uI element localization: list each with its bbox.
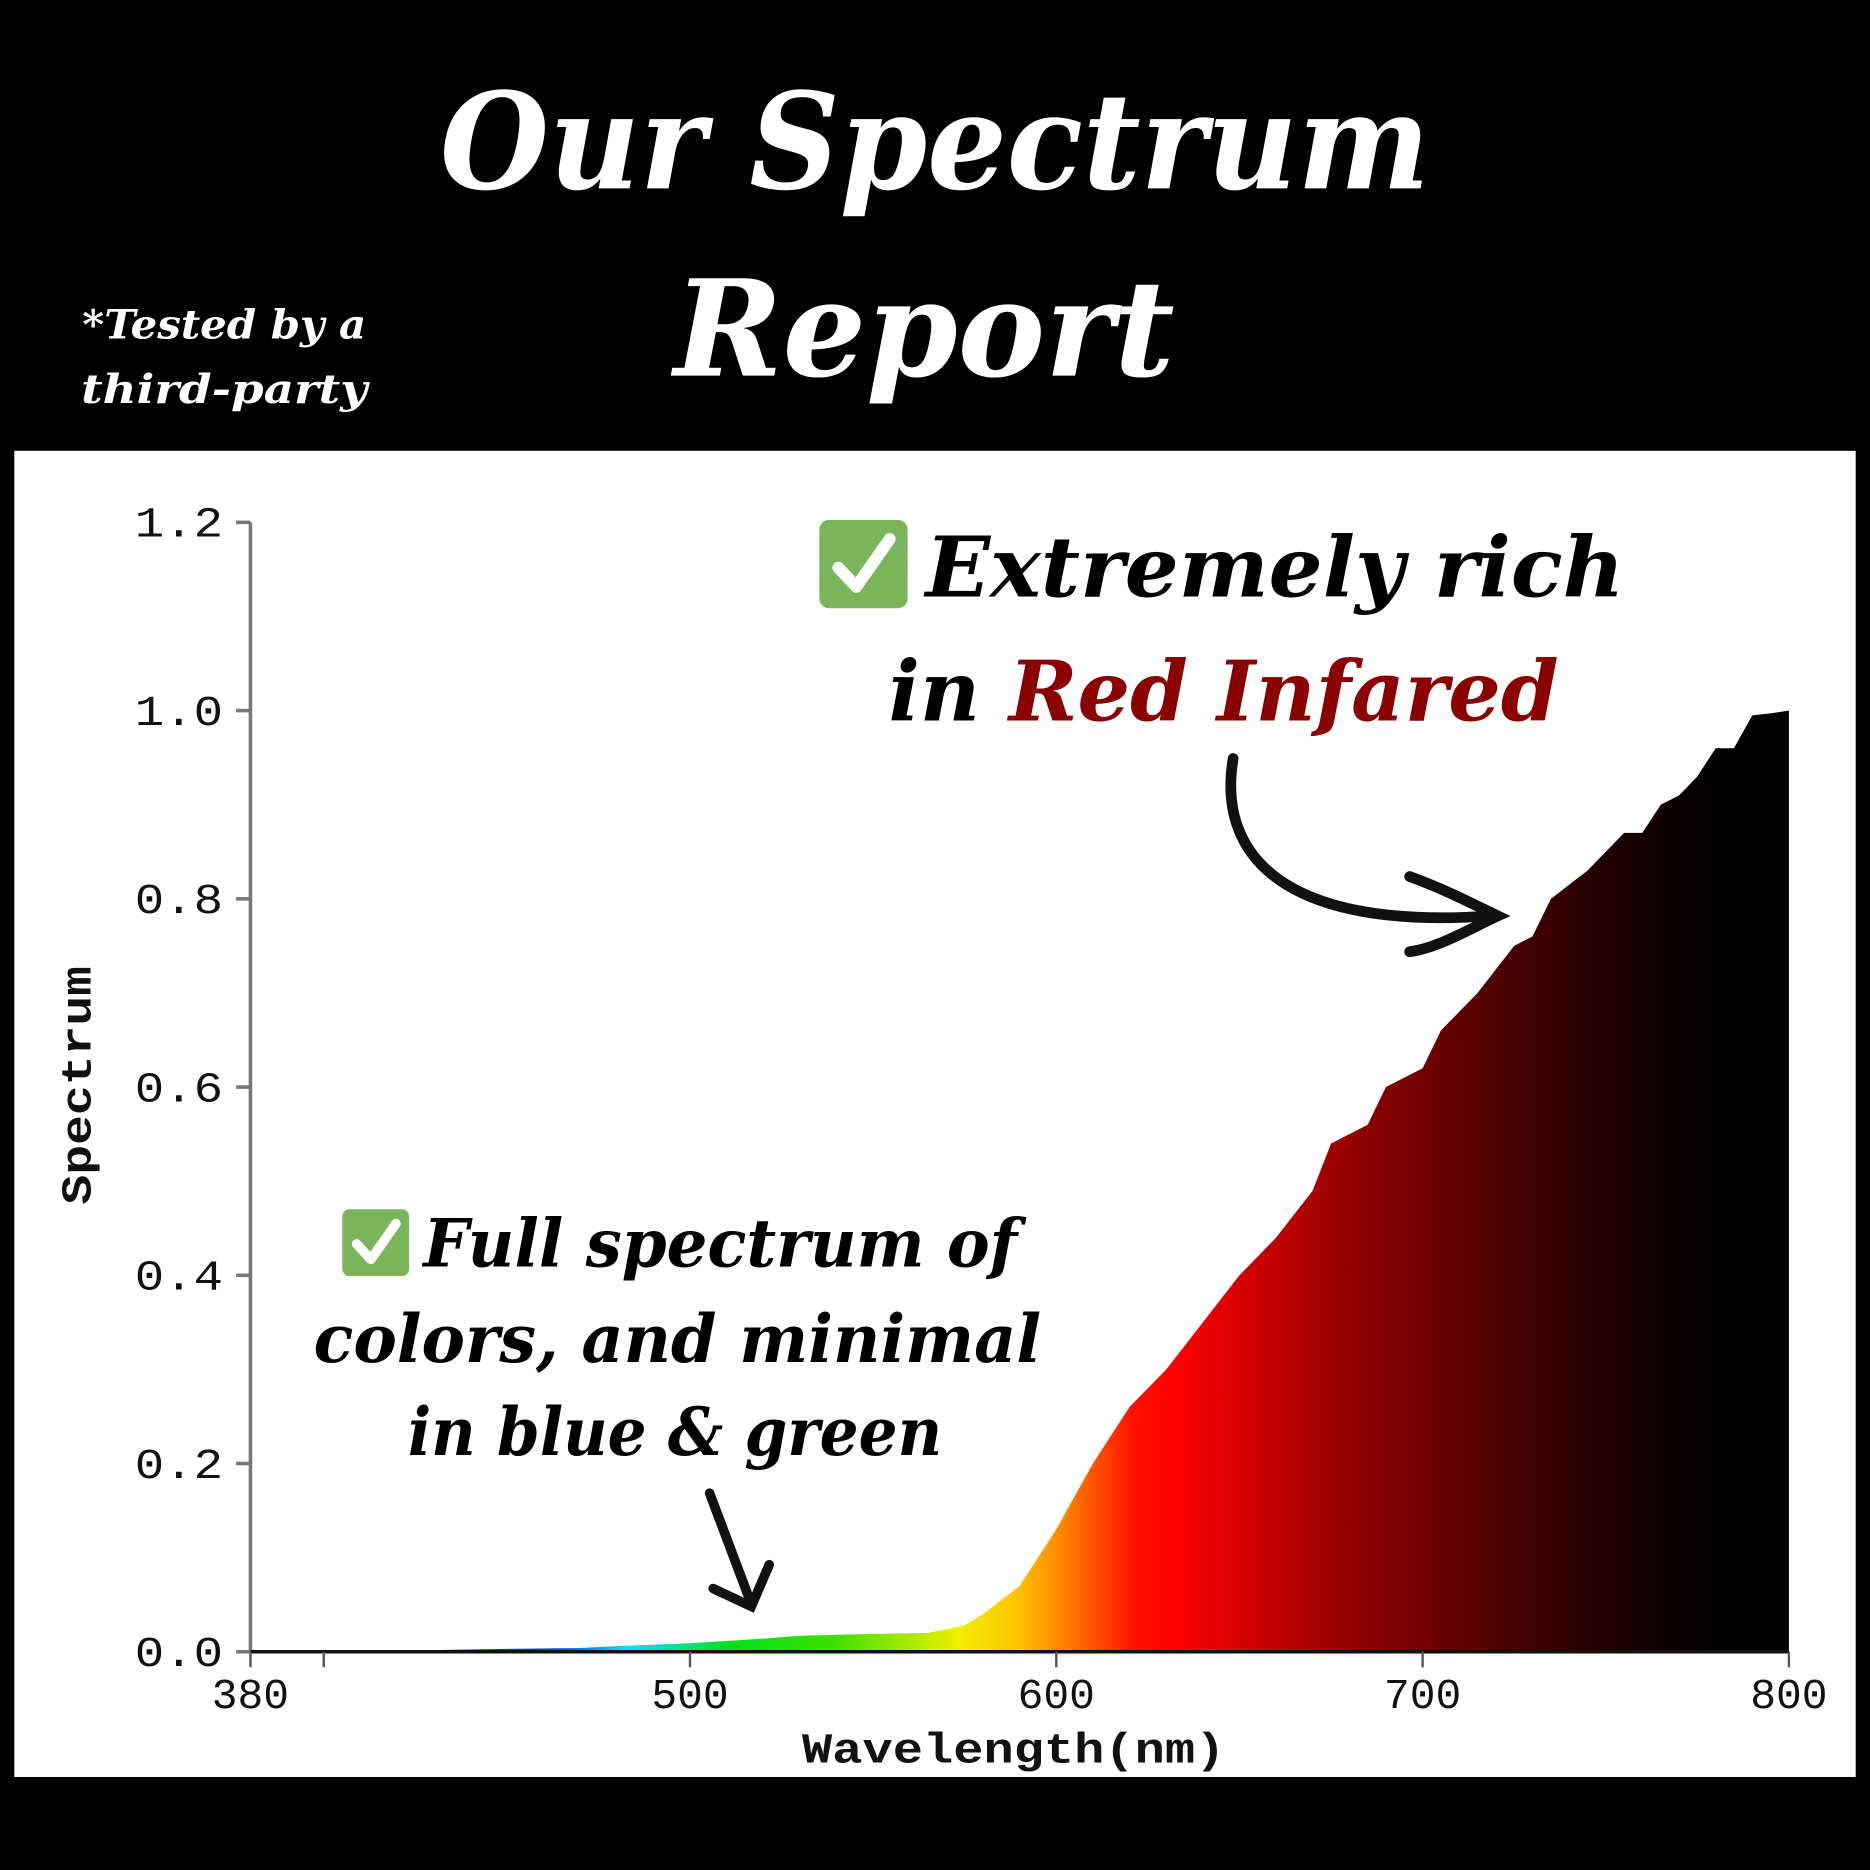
annotation-red-line-1: Extremely rich	[923, 518, 1624, 616]
annotation-full-line-2: colors, and minimal	[314, 1299, 1041, 1378]
annotation-full-line-1: Full spectrum of	[421, 1204, 1027, 1283]
y-tick-label: 0.0	[135, 1630, 223, 1679]
curved-arrow-icon	[1225, 753, 1511, 958]
x-tick-label: 380	[212, 1672, 289, 1721]
spectrum-area	[250, 710, 1789, 1652]
y-tick-label: 0.4	[135, 1254, 223, 1303]
title-line-2: Report	[670, 251, 1175, 408]
x-tick-label: 600	[1018, 1672, 1095, 1721]
y-tick-label: 0.2	[135, 1442, 223, 1491]
note-line-1: *Tested by a	[82, 301, 366, 349]
x-axis-label: Wavelength(nm)	[802, 1727, 1225, 1776]
chart: 0.0 0.2 0.4 0.6 0.8 1.0 1.2 380 500 600 700 800 Wa…	[55, 501, 1828, 1776]
x-tick-label: 500	[651, 1672, 728, 1721]
y-tick-label: 0.6	[135, 1065, 223, 1114]
y-tick-label: 1.2	[135, 501, 223, 550]
note-line-2: third-party	[81, 365, 370, 413]
y-tick-label: 0.8	[135, 877, 223, 926]
annotation-red-highlight: Red Infared	[1007, 642, 1559, 740]
arrow-down-icon	[704, 1488, 774, 1613]
title-line-1: Our Spectrum	[440, 63, 1430, 220]
check-box-icon	[819, 519, 908, 609]
check-mark-icon	[832, 533, 896, 593]
y-tick-label: 1.0	[135, 689, 223, 738]
check-mark-icon	[351, 1218, 401, 1265]
annotation-red-infrared: Extremely rich in Red Infared	[819, 518, 1624, 958]
annotation-red-prefix: in	[888, 642, 1008, 740]
annotation-full-line-3: in blue & green	[408, 1392, 942, 1471]
y-axis-label: Spectrum	[55, 966, 104, 1205]
annotation-red-line-2: in Red Infared	[888, 642, 1558, 740]
annotation-full-spectrum: Full spectrum of colors, and minimal in …	[314, 1204, 1041, 1613]
x-tick-label: 800	[1750, 1672, 1827, 1721]
x-tick-label: 700	[1384, 1672, 1461, 1721]
